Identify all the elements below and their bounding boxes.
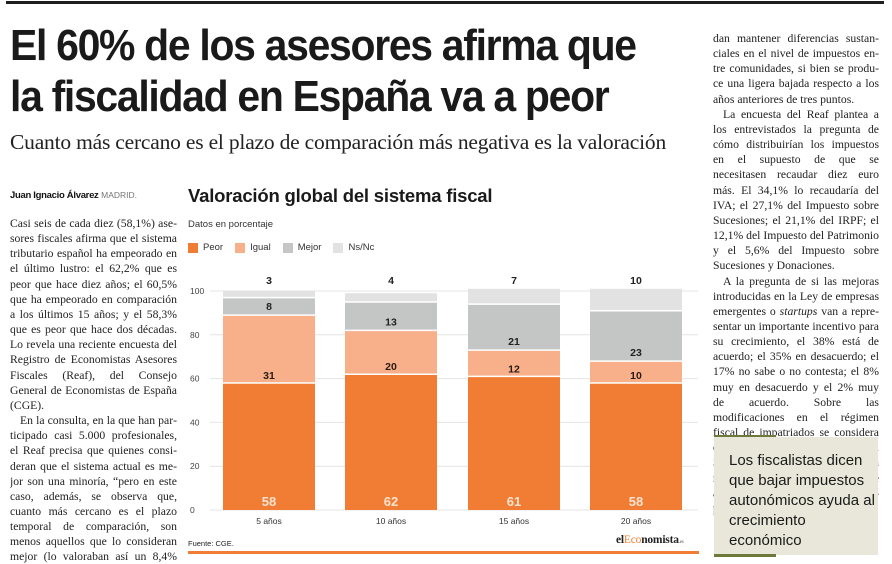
legend-item-peor: Peor: [188, 242, 223, 253]
chart-bottom-rule: [188, 551, 699, 554]
subheadline: Cuanto más cercano es el plazo de compar…: [10, 130, 666, 154]
left-column: Casi seis de cada diez (58,1%) ase­sores…: [10, 216, 177, 564]
data-label-mejor: 8: [266, 301, 272, 313]
y-tick-label: 0: [190, 505, 195, 515]
legend-item-igual: Igual: [235, 242, 271, 253]
bar-segment-mejor: [345, 301, 437, 331]
y-tick-label: 100: [190, 286, 204, 296]
bar-segment-peor: [345, 374, 437, 510]
data-label-mejor: 21: [508, 336, 520, 348]
logo-prefix: el: [616, 534, 624, 546]
bar-segment-mejor: [468, 304, 560, 351]
bar-segment-mejor: [223, 297, 315, 316]
data-label-peor: 62: [384, 494, 398, 509]
paragraph: En la consulta, en la que han par­ticipa…: [10, 414, 177, 564]
chart-subtitle: Datos en porcentaje: [188, 219, 274, 230]
legend-item-mejor: Mejor: [282, 242, 322, 253]
bar-segment-peor: [468, 376, 560, 510]
bar-segment-igual: [590, 361, 682, 383]
chart-title: Valoración global del sistema fiscal: [188, 185, 493, 206]
data-label-nsnc: 4: [388, 275, 394, 287]
legend-item-nsnc: Ns/Nc: [333, 242, 374, 253]
bar-segment-nsnc: [468, 288, 560, 305]
bar-segment-nsnc: [345, 293, 437, 302]
x-tick-label: 20 años: [621, 516, 651, 526]
y-tick-label: 20: [190, 461, 200, 471]
logo-accent: Eco: [623, 534, 642, 546]
bar-segment-nsnc: [223, 291, 315, 298]
paragraph-text: A la pregunta de si las mejoras in­trodu…: [713, 274, 879, 318]
legend-swatch: [333, 242, 344, 253]
bar-segment-peor: [590, 382, 682, 510]
legend-swatch: [188, 242, 198, 253]
pull-quote-bottom-bar: [714, 554, 776, 557]
top-rule: [6, 1, 884, 4]
x-tick-label: 10 años: [376, 516, 406, 526]
bar-segment-nsnc: [590, 288, 682, 311]
x-tick-label: 5 años: [256, 516, 282, 526]
headline-line-2: la fiscalidad en España va a peor: [10, 72, 610, 121]
byline-location: MADRID.: [101, 190, 138, 200]
bar-segment-mejor: [590, 310, 682, 362]
data-label-igual: 12: [508, 363, 520, 375]
data-label-nsnc: 7: [511, 275, 517, 287]
y-tick-label: 40: [190, 417, 200, 427]
data-label-peor: 61: [507, 494, 521, 509]
paragraph: dan mantener diferencias sustan­ciales e…: [713, 32, 879, 106]
y-tick-label: 60: [190, 374, 200, 384]
pull-quote-text: Los fiscalistas dicen que bajar impuesto…: [729, 452, 875, 549]
data-label-nsnc: 3: [266, 275, 272, 287]
paragraph: La encuesta del Reaf plantea a los entre…: [713, 107, 879, 273]
data-label-peor: 58: [629, 494, 643, 509]
legend-swatch: [235, 242, 246, 253]
data-label-igual: 20: [385, 361, 397, 373]
bar-segment-peor: [223, 382, 315, 510]
data-label-igual: 10: [630, 370, 642, 382]
data-label-peor: 58: [262, 494, 276, 509]
data-label-mejor: 13: [385, 316, 397, 328]
logo-tld: .es: [678, 540, 684, 545]
headline-line-1: El 60% de los asesores afirma que: [10, 21, 637, 70]
right-column: dan mantener diferencias sustan­ciales e…: [713, 31, 879, 516]
data-label-mejor: 23: [630, 347, 642, 359]
byline-author: Juan Ignacio Álvarez: [10, 190, 99, 201]
paragraph: Casi seis de cada diez (58,1%) ase­sores…: [10, 217, 177, 412]
italic-term: startups: [779, 304, 818, 318]
pull-quote-top-bar: [714, 435, 776, 438]
bar-segment-igual: [345, 330, 437, 375]
pull-quote-box: Los fiscalistas dicen que bajar impuesto…: [714, 437, 878, 555]
data-label-nsnc: 10: [630, 275, 642, 287]
legend-label: Igual: [250, 242, 271, 253]
x-tick-label: 15 años: [499, 516, 529, 526]
bar-segment-igual: [223, 315, 315, 383]
logo-suffix: nomista: [641, 534, 679, 546]
legend-label: Peor: [203, 242, 224, 253]
byline: Juan Ignacio Álvarez MADRID.: [10, 190, 180, 201]
data-label-igual: 31: [263, 370, 275, 382]
y-tick-label: 80: [190, 330, 200, 340]
legend-swatch: [282, 242, 293, 253]
legend-label: Ns/Nc: [348, 242, 375, 253]
brand-logo: elEconomista.es: [616, 534, 684, 546]
stacked-bar-chart: 0 20 40 60 80 100 58 31 8 3 5 años 62 20 13 4 10 años 61…: [190, 275, 698, 526]
legend-label: Mejor: [297, 242, 322, 253]
chart-legend: Peor Igual Mejor Ns/Nc: [188, 242, 374, 253]
headline: El 60% de los asesores afirma que la fis…: [10, 20, 652, 122]
bar-segment-igual: [468, 350, 560, 377]
chart-source: Fuente: CGE.: [188, 539, 234, 548]
